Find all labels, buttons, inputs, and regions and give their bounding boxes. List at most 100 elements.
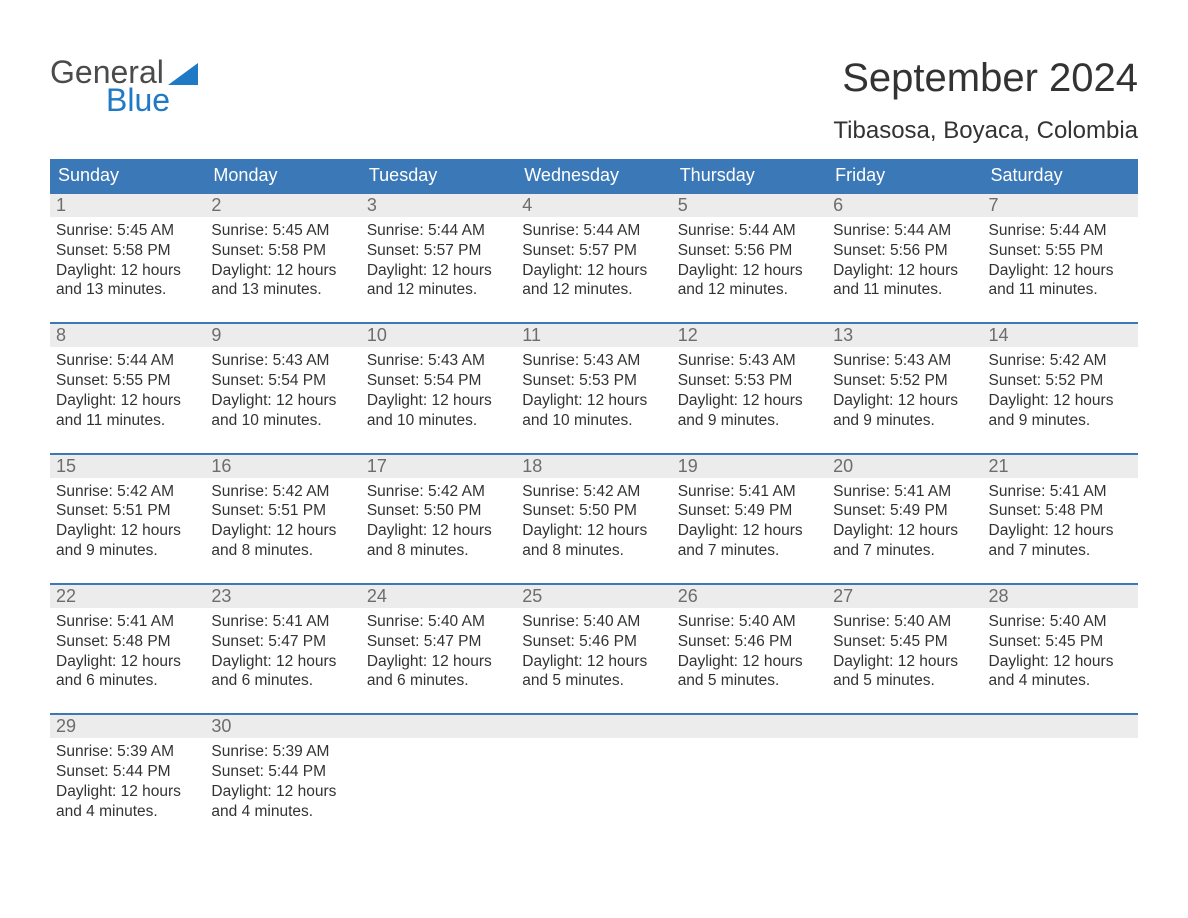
sunrise-line: Sunrise: 5:43 AM (678, 351, 821, 371)
sunset-line: Sunset: 5:57 PM (367, 241, 510, 261)
daylight-line-1: Daylight: 12 hours (522, 521, 665, 541)
day-number: 6 (827, 194, 982, 217)
daylight-line-1: Daylight: 12 hours (56, 261, 199, 281)
calendar-day: 2Sunrise: 5:45 AMSunset: 5:58 PMDaylight… (205, 194, 360, 300)
sunrise-line: Sunrise: 5:44 AM (367, 221, 510, 241)
calendar-day: 5Sunrise: 5:44 AMSunset: 5:56 PMDaylight… (672, 194, 827, 300)
day-of-week-header: Friday (827, 159, 982, 192)
calendar: SundayMondayTuesdayWednesdayThursdayFrid… (50, 159, 1138, 822)
calendar-day (827, 715, 982, 821)
day-body: Sunrise: 5:44 AMSunset: 5:56 PMDaylight:… (827, 217, 982, 300)
sunset-line: Sunset: 5:51 PM (211, 501, 354, 521)
day-number: 12 (672, 324, 827, 347)
daylight-line-1: Daylight: 12 hours (678, 652, 821, 672)
day-number: 14 (983, 324, 1138, 347)
daylight-line-2: and 6 minutes. (211, 671, 354, 691)
daylight-line-2: and 5 minutes. (522, 671, 665, 691)
day-number: 2 (205, 194, 360, 217)
day-body: Sunrise: 5:40 AMSunset: 5:46 PMDaylight:… (516, 608, 671, 691)
daylight-line-2: and 9 minutes. (989, 411, 1132, 431)
day-number: 23 (205, 585, 360, 608)
sunset-line: Sunset: 5:51 PM (56, 501, 199, 521)
sunrise-line: Sunrise: 5:40 AM (678, 612, 821, 632)
day-number: 3 (361, 194, 516, 217)
calendar-day: 13Sunrise: 5:43 AMSunset: 5:52 PMDayligh… (827, 324, 982, 430)
title-block: September 2024 Tibasosa, Boyaca, Colombi… (833, 56, 1138, 145)
daylight-line-2: and 13 minutes. (56, 280, 199, 300)
day-body: Sunrise: 5:44 AMSunset: 5:55 PMDaylight:… (50, 347, 205, 430)
sunset-line: Sunset: 5:54 PM (367, 371, 510, 391)
calendar-day: 11Sunrise: 5:43 AMSunset: 5:53 PMDayligh… (516, 324, 671, 430)
daylight-line-2: and 10 minutes. (211, 411, 354, 431)
day-body: Sunrise: 5:41 AMSunset: 5:48 PMDaylight:… (50, 608, 205, 691)
sunset-line: Sunset: 5:53 PM (678, 371, 821, 391)
daylight-line-2: and 12 minutes. (367, 280, 510, 300)
calendar-week: 29Sunrise: 5:39 AMSunset: 5:44 PMDayligh… (50, 713, 1138, 821)
daylight-line-1: Daylight: 12 hours (833, 261, 976, 281)
daylight-line-1: Daylight: 12 hours (989, 391, 1132, 411)
calendar-day (672, 715, 827, 821)
header: General Blue September 2024 Tibasosa, Bo… (50, 56, 1138, 145)
day-number: 22 (50, 585, 205, 608)
daylight-line-2: and 8 minutes. (522, 541, 665, 561)
day-number: 21 (983, 455, 1138, 478)
day-body: Sunrise: 5:42 AMSunset: 5:51 PMDaylight:… (205, 478, 360, 561)
day-body: Sunrise: 5:42 AMSunset: 5:51 PMDaylight:… (50, 478, 205, 561)
day-number: 25 (516, 585, 671, 608)
daylight-line-2: and 12 minutes. (522, 280, 665, 300)
calendar-day: 20Sunrise: 5:41 AMSunset: 5:49 PMDayligh… (827, 455, 982, 561)
calendar-day: 14Sunrise: 5:42 AMSunset: 5:52 PMDayligh… (983, 324, 1138, 430)
calendar-day: 30Sunrise: 5:39 AMSunset: 5:44 PMDayligh… (205, 715, 360, 821)
daylight-line-1: Daylight: 12 hours (522, 391, 665, 411)
sunrise-line: Sunrise: 5:42 AM (989, 351, 1132, 371)
day-number: 24 (361, 585, 516, 608)
day-number (361, 715, 516, 738)
sunrise-line: Sunrise: 5:39 AM (211, 742, 354, 762)
calendar-day: 7Sunrise: 5:44 AMSunset: 5:55 PMDaylight… (983, 194, 1138, 300)
daylight-line-1: Daylight: 12 hours (833, 521, 976, 541)
day-number (672, 715, 827, 738)
sunrise-line: Sunrise: 5:43 AM (367, 351, 510, 371)
triangle-flag-icon (168, 63, 198, 85)
daylight-line-2: and 7 minutes. (833, 541, 976, 561)
daylight-line-1: Daylight: 12 hours (367, 391, 510, 411)
sunset-line: Sunset: 5:58 PM (211, 241, 354, 261)
daylight-line-2: and 11 minutes. (56, 411, 199, 431)
sunset-line: Sunset: 5:45 PM (989, 632, 1132, 652)
daylight-line-1: Daylight: 12 hours (211, 652, 354, 672)
calendar-day: 29Sunrise: 5:39 AMSunset: 5:44 PMDayligh… (50, 715, 205, 821)
daylight-line-1: Daylight: 12 hours (833, 391, 976, 411)
sunrise-line: Sunrise: 5:40 AM (833, 612, 976, 632)
calendar-day: 24Sunrise: 5:40 AMSunset: 5:47 PMDayligh… (361, 585, 516, 691)
calendar-day: 18Sunrise: 5:42 AMSunset: 5:50 PMDayligh… (516, 455, 671, 561)
day-number: 18 (516, 455, 671, 478)
daylight-line-1: Daylight: 12 hours (833, 652, 976, 672)
sunrise-line: Sunrise: 5:45 AM (56, 221, 199, 241)
sunrise-line: Sunrise: 5:41 AM (989, 482, 1132, 502)
calendar-day: 9Sunrise: 5:43 AMSunset: 5:54 PMDaylight… (205, 324, 360, 430)
day-body: Sunrise: 5:43 AMSunset: 5:53 PMDaylight:… (516, 347, 671, 430)
day-body: Sunrise: 5:43 AMSunset: 5:53 PMDaylight:… (672, 347, 827, 430)
calendar-day (983, 715, 1138, 821)
sunrise-line: Sunrise: 5:44 AM (522, 221, 665, 241)
day-number: 13 (827, 324, 982, 347)
day-number: 8 (50, 324, 205, 347)
daylight-line-1: Daylight: 12 hours (56, 652, 199, 672)
daylight-line-2: and 11 minutes. (989, 280, 1132, 300)
daylight-line-1: Daylight: 12 hours (989, 261, 1132, 281)
daylight-line-2: and 4 minutes. (211, 802, 354, 822)
calendar-weeks: 1Sunrise: 5:45 AMSunset: 5:58 PMDaylight… (50, 192, 1138, 822)
calendar-day: 23Sunrise: 5:41 AMSunset: 5:47 PMDayligh… (205, 585, 360, 691)
sunset-line: Sunset: 5:46 PM (522, 632, 665, 652)
calendar-week: 15Sunrise: 5:42 AMSunset: 5:51 PMDayligh… (50, 453, 1138, 561)
daylight-line-2: and 10 minutes. (522, 411, 665, 431)
day-number: 16 (205, 455, 360, 478)
day-body: Sunrise: 5:44 AMSunset: 5:57 PMDaylight:… (361, 217, 516, 300)
day-number: 10 (361, 324, 516, 347)
daylight-line-2: and 9 minutes. (56, 541, 199, 561)
sunset-line: Sunset: 5:57 PM (522, 241, 665, 261)
daylight-line-2: and 10 minutes. (367, 411, 510, 431)
sunset-line: Sunset: 5:48 PM (989, 501, 1132, 521)
sunset-line: Sunset: 5:45 PM (833, 632, 976, 652)
calendar-day: 4Sunrise: 5:44 AMSunset: 5:57 PMDaylight… (516, 194, 671, 300)
